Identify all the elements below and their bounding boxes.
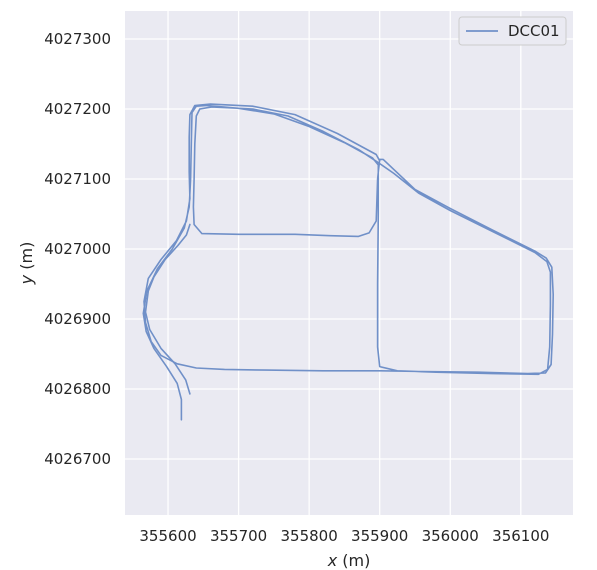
x-tick-label: 355700 [210, 527, 267, 545]
plot-background [125, 11, 573, 515]
y-tick-label: 4027200 [44, 100, 111, 118]
x-tick-label: 355600 [139, 527, 196, 545]
y-tick-label: 4026800 [44, 380, 111, 398]
legend-label-dcc01: DCC01 [508, 22, 560, 40]
x-axis-variable: x [327, 551, 338, 570]
y-axis-label: y (m) [17, 242, 36, 286]
x-tick-label: 355800 [281, 527, 338, 545]
series-layer [142, 103, 554, 421]
x-axis-label: x (m) [327, 551, 371, 570]
y-axis-variable: y [17, 274, 36, 285]
legend: DCC01 [458, 16, 567, 46]
y-tick-label: 4026700 [44, 450, 111, 468]
y-tick-label: 4026900 [44, 310, 111, 328]
y-axis-unit: (m) [17, 242, 36, 275]
grid-vertical [167, 11, 522, 515]
series-line-dcc01 [144, 223, 191, 395]
y-tick-label: 4027100 [44, 170, 111, 188]
x-tick-label: 356000 [422, 527, 479, 545]
x-axis-unit: (m) [337, 551, 370, 570]
y-tick-label: 4027000 [44, 240, 111, 258]
x-tick-label: 355900 [351, 527, 408, 545]
y-tick-labels: 4026700 4026800 4026900 4027000 4027100 40272… [44, 30, 111, 468]
y-tick-label: 4027300 [44, 30, 111, 48]
x-tick-labels: 355600 355700 355800 355900 356000 356100 [139, 527, 549, 545]
x-tick-label: 356100 [492, 527, 549, 545]
legend-box [458, 16, 567, 46]
series-line-dcc01 [142, 103, 554, 421]
